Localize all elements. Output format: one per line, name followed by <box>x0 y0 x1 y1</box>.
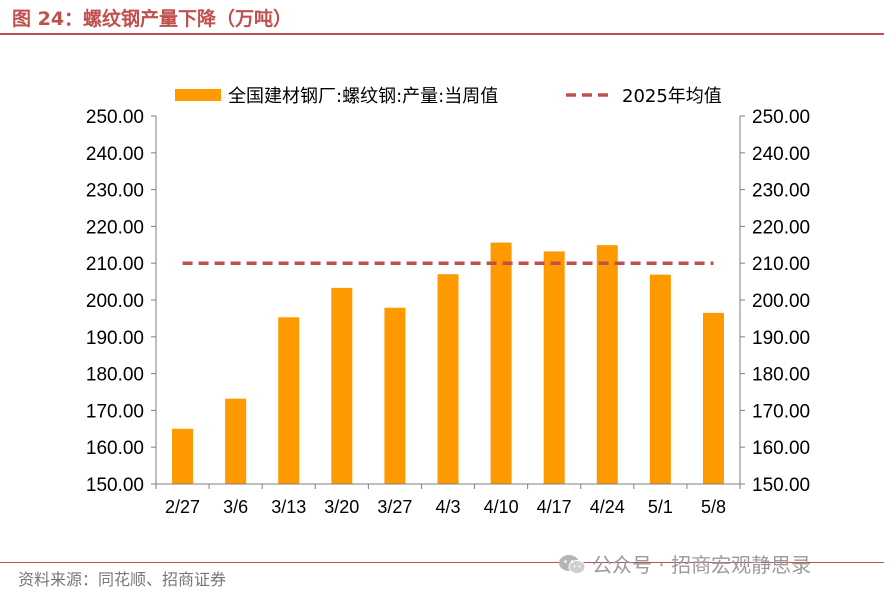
bar <box>437 274 459 484</box>
y-tick-label-right: 250.00 <box>752 107 810 128</box>
x-tick-label: 5/1 <box>648 497 673 517</box>
bar <box>702 312 724 484</box>
x-tick-label: 3/6 <box>223 497 248 517</box>
y-tick-label-left: 210.00 <box>86 254 144 275</box>
y-tick-label-left: 250.00 <box>86 107 144 128</box>
x-tick-label: 4/17 <box>537 497 572 517</box>
title-divider <box>0 33 884 35</box>
y-tick-label-right: 220.00 <box>752 217 810 238</box>
legend-label-bar: 全国建材钢厂:螺纹钢:产量:当周值 <box>228 86 498 107</box>
y-tick-label-left: 190.00 <box>86 328 144 349</box>
x-tick-label: 3/20 <box>324 497 359 517</box>
bar <box>596 245 618 484</box>
y-tick-label-right: 190.00 <box>752 328 810 349</box>
bar <box>543 251 565 484</box>
watermark-text: 公众号 · 招商宏观静思录 <box>592 553 812 577</box>
y-tick-label-right: 170.00 <box>752 401 810 422</box>
bar <box>384 307 406 484</box>
watermark: 公众号 · 招商宏观静思录 <box>558 549 811 578</box>
figure-title: 图 24：螺纹钢产量下降（万吨） <box>12 8 293 30</box>
bar <box>649 274 671 484</box>
x-tick-label: 5/8 <box>701 497 726 517</box>
y-tick-label-right: 230.00 <box>752 181 810 202</box>
y-tick-label-left: 220.00 <box>86 217 144 238</box>
wechat-icon <box>559 554 586 574</box>
y-tick-label-left: 150.00 <box>86 475 144 496</box>
axes-group: 150.00 160.00 170.00 180.00 190.00 200.00 210.… <box>86 107 810 517</box>
bar <box>331 287 353 484</box>
source-note: 资料来源：同花顺、招商证券 <box>18 570 227 589</box>
y-tick-label-right: 210.00 <box>752 254 810 275</box>
footer-divider <box>0 562 884 563</box>
y-tick-label-left: 240.00 <box>86 144 144 165</box>
y-tick-label-right: 180.00 <box>752 365 810 386</box>
y-tick-label-right: 200.00 <box>752 291 810 312</box>
y-tick-label-right: 150.00 <box>752 475 810 496</box>
y-tick-label-left: 160.00 <box>86 438 144 459</box>
bar <box>225 398 247 484</box>
x-tick-label: 4/3 <box>435 497 460 517</box>
x-tick-label: 4/10 <box>484 497 519 517</box>
legend-swatch-bar <box>175 89 221 101</box>
x-tick-label: 2/27 <box>165 497 200 517</box>
y-tick-label-right: 160.00 <box>752 438 810 459</box>
bar <box>490 242 512 484</box>
y-tick-label-left: 200.00 <box>86 291 144 312</box>
x-tick-label: 3/13 <box>271 497 306 517</box>
bar <box>278 317 300 484</box>
x-tick-label: 4/24 <box>590 497 625 517</box>
x-tick-label: 3/27 <box>377 497 412 517</box>
y-tick-label-left: 170.00 <box>86 401 144 422</box>
bar <box>172 428 194 484</box>
bars-group <box>172 242 724 484</box>
y-tick-label-left: 180.00 <box>86 365 144 386</box>
legend: 全国建材钢厂:螺纹钢:产量:当周值 2025年均值 <box>175 86 722 107</box>
y-tick-label-right: 240.00 <box>752 144 810 165</box>
y-tick-label-left: 230.00 <box>86 181 144 202</box>
legend-label-line: 2025年均值 <box>622 86 722 107</box>
